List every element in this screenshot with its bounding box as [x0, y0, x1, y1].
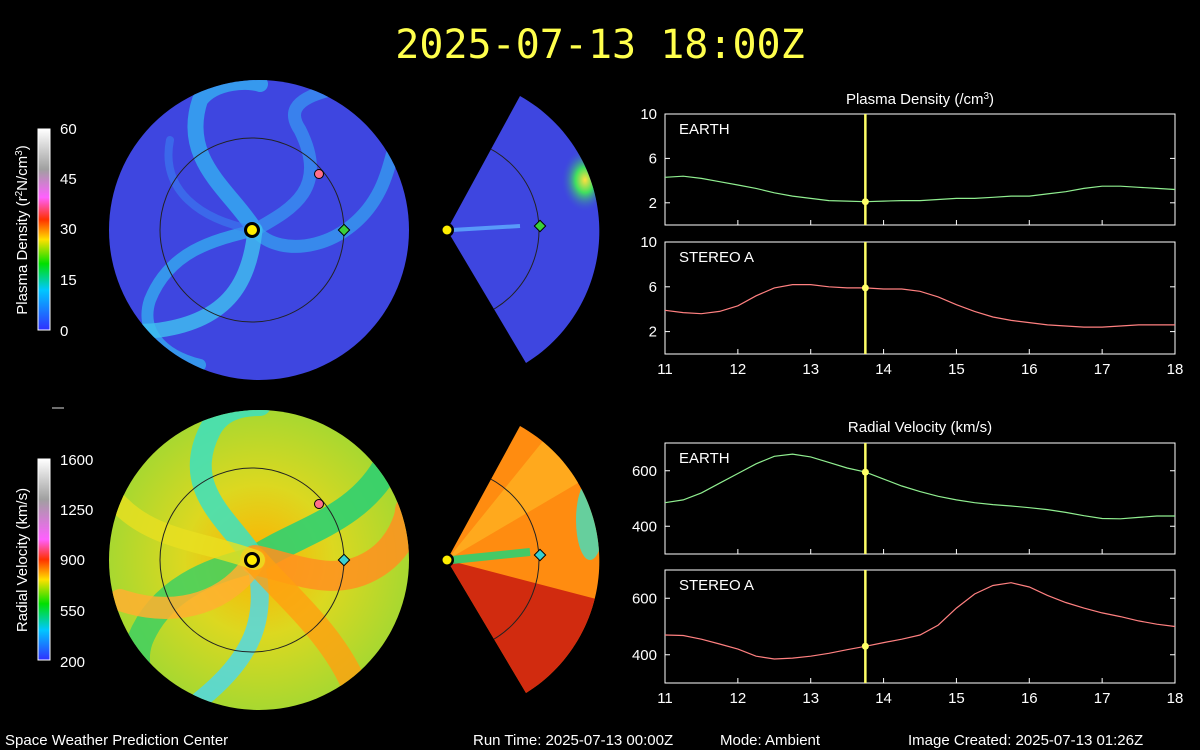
velocity-stereo-a-series-line — [664, 582, 1176, 660]
velocity-stereo-a-xtick-label: 13 — [802, 690, 819, 707]
density-tick-30: 30 — [60, 221, 77, 238]
velocity-stereo-a-ytick-label: 600 — [632, 590, 657, 607]
velocity-stereo-a-panel: STEREO A 600 400 11 12 13 14 15 16 17 18 — [632, 569, 1184, 707]
velocity-wedge-sun — [442, 555, 452, 565]
footer-run-time: Run Time: 2025-07-13 00:00Z — [473, 732, 673, 749]
velocity-tick-1250: 1250 — [60, 502, 93, 519]
density-wedge-structure — [561, 148, 600, 212]
velocity-stereo-a-time-marker-dot — [861, 642, 869, 650]
density-stereo-a-frame — [664, 241, 1176, 355]
density-earth-panel: EARTH 10 6 2 — [640, 106, 1176, 226]
density-stereo-a-series-line — [664, 284, 1175, 328]
velocity-tick-200: 200 — [60, 654, 85, 671]
velocity-earth-time-marker-dot — [861, 468, 869, 476]
velocity-stereo-a-ytick-label: 400 — [632, 647, 657, 664]
density-stereo-a-xtick-label: 17 — [1094, 361, 1111, 378]
velocity-ecliptic-disk — [109, 410, 409, 710]
density-colorbar: 60 45 30 15 0 Plasma Density (r2N/cm3) — [14, 121, 77, 340]
density-earth-frame — [664, 113, 1176, 226]
time-series-charts: EARTH 10 6 2 STEREO A 10 6 2 11 12 13 14 15 16 17 18 EAR… — [632, 106, 1183, 707]
velocity-earth-frame — [664, 442, 1176, 555]
density-earth-marker — [337, 223, 351, 237]
density-stereo-a-xtick-label: 14 — [875, 361, 892, 378]
velocity-stereo-a-xtick-label: 11 — [657, 690, 673, 707]
footer-mode: Mode: Ambient — [720, 732, 821, 749]
velocity-tick-1600: 1600 — [60, 452, 93, 469]
density-stereo-a-ytick-label: 10 — [640, 234, 657, 251]
density-stereo-a-xtick-label: 16 — [1021, 361, 1038, 378]
density-earth-ytick-label: 2 — [649, 195, 657, 212]
density-wedge-background — [447, 96, 600, 363]
density-tick-0: 0 — [60, 323, 68, 340]
velocity-earth-marker — [337, 553, 351, 567]
velocity-stereo-a-marker — [314, 499, 324, 509]
velocity-stereo-a-xtick-label: 15 — [948, 690, 965, 707]
density-stereo-a-label: STEREO A — [679, 249, 754, 266]
footer-center-name: Space Weather Prediction Center — [5, 732, 228, 749]
velocity-stereo-a-xtick-label: 12 — [730, 690, 747, 707]
density-colorbar-label: Plasma Density (r2N/cm3) — [14, 145, 31, 314]
density-stereo-a-marker — [314, 169, 324, 179]
density-colorbar-gradient — [37, 128, 51, 331]
density-stereo-a-xtick-label: 11 — [657, 361, 673, 378]
density-earth-ytick-label: 6 — [649, 150, 657, 167]
density-wedge-streamer — [451, 224, 521, 232]
density-tick-45: 45 — [60, 171, 77, 188]
density-stereo-a-xtick-label: 18 — [1167, 361, 1184, 378]
density-earth-label: EARTH — [679, 121, 730, 138]
velocity-sun — [247, 555, 257, 565]
velocity-colorbar-label: Radial Velocity (km/s) — [14, 488, 31, 632]
velocity-stereo-a-xtick-label: 18 — [1167, 690, 1184, 707]
velocity-stereo-a-xtick-label: 14 — [875, 690, 892, 707]
density-earth-series-line — [664, 175, 1176, 203]
density-earth-time-marker-dot — [861, 198, 869, 206]
velocity-wedge-streamer — [451, 548, 531, 564]
density-earth-ytick-label: 10 — [640, 106, 657, 123]
velocity-earth-ytick-label: 600 — [632, 463, 657, 480]
velocity-panel-title: Radial Velocity (km/s) — [848, 419, 992, 436]
velocity-tick-550: 550 — [60, 603, 85, 620]
velocity-earth-ytick-label: 400 — [632, 518, 657, 535]
velocity-earth-series-line — [664, 453, 1175, 520]
velocity-wedge-structure — [576, 480, 600, 560]
velocity-earth-panel: EARTH 600 400 — [632, 442, 1176, 555]
forecast-timestamp: 2025-07-13 18:00Z — [395, 22, 804, 68]
density-tick-15: 15 — [60, 272, 77, 289]
density-stereo-a-ytick-label: 2 — [649, 324, 657, 341]
density-stereo-a-panel: STEREO A 10 6 2 11 12 13 14 15 16 17 18 — [640, 234, 1183, 378]
density-sun — [247, 225, 257, 235]
density-ecliptic-disk — [109, 80, 409, 380]
velocity-stereo-a-xtick-label: 17 — [1094, 690, 1111, 707]
density-stereo-a-ytick-label: 6 — [649, 279, 657, 296]
density-panel-title: Plasma Density (/cm3) — [846, 91, 994, 108]
velocity-earth-label: EARTH — [679, 450, 730, 467]
density-tick-60: 60 — [60, 121, 77, 138]
velocity-stereo-a-xtick-label: 16 — [1021, 690, 1038, 707]
footer-image-created: Image Created: 2025-07-13 01:26Z — [908, 732, 1143, 749]
density-stereo-a-xtick-label: 13 — [802, 361, 819, 378]
velocity-wedge-earth-marker — [533, 548, 547, 562]
velocity-stereo-a-label: STEREO A — [679, 577, 754, 594]
velocity-colorbar-gradient — [37, 458, 51, 661]
density-stereo-a-xtick-label: 15 — [948, 361, 965, 378]
velocity-colorbar: 1600 1250 900 550 200 Radial Velocity (k… — [14, 452, 93, 671]
velocity-tick-900: 900 — [60, 552, 85, 569]
density-wedge-sun — [442, 225, 452, 235]
density-stereo-a-time-marker-dot — [861, 284, 869, 292]
density-wedge-earth-marker — [533, 219, 547, 233]
density-stereo-a-xtick-label: 12 — [730, 361, 747, 378]
